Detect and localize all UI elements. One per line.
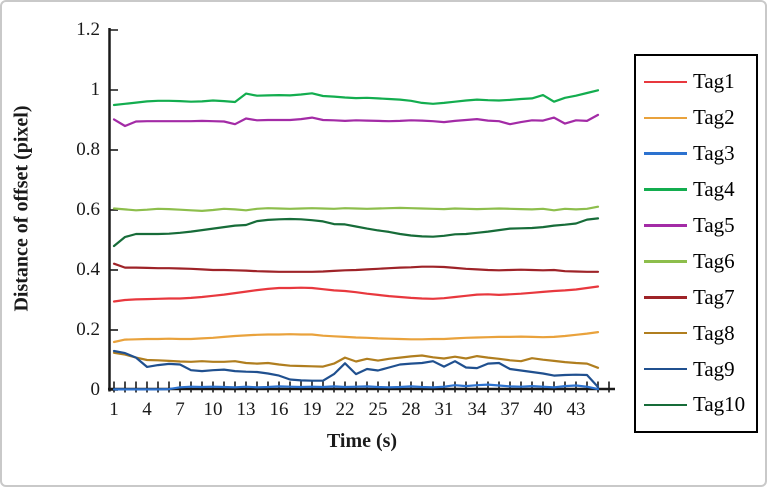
legend-swatch-tag5 (644, 224, 687, 227)
y-tick-label: 1 (90, 79, 101, 100)
series-line-tag2 (112, 331, 600, 344)
legend-label: Tag1 (693, 69, 735, 94)
y-axis-title: Distance of offset (pixel) (10, 105, 33, 312)
legend-item-tag3: Tag3 (644, 143, 756, 164)
x-tick-label: 10 (203, 399, 223, 420)
legend-swatch-tag4 (644, 188, 687, 191)
series-line-tag5 (112, 113, 600, 128)
y-tick-label: 1.2 (76, 19, 100, 40)
legend-label: Tag3 (693, 141, 735, 166)
x-tick-label: 22 (335, 399, 355, 420)
legend-swatch-tag3 (644, 152, 687, 156)
legend-swatch-tag2 (644, 116, 687, 120)
legend-item-tag1: Tag1 (644, 71, 756, 92)
x-tick-label: 31 (434, 399, 454, 420)
x-tick-label: 7 (175, 399, 185, 420)
series-line-tag1 (112, 285, 600, 303)
series-line-tag9 (112, 349, 600, 389)
legend-label: Tag4 (693, 177, 735, 202)
x-tick-label: 34 (467, 399, 487, 420)
x-tick-label: 4 (142, 399, 152, 420)
x-tick-label: 16 (269, 399, 289, 420)
legend-swatch-tag10 (644, 403, 687, 407)
x-tick-label: 40 (533, 399, 553, 420)
series-line-tag6 (112, 205, 600, 212)
legend-label: Tag2 (693, 105, 735, 130)
legend-swatch-tag1 (644, 80, 687, 84)
legend-item-tag4: Tag4 (644, 179, 756, 200)
series-line-tag4 (112, 89, 600, 107)
x-tick-label: 37 (500, 399, 520, 420)
legend-label: Tag10 (693, 392, 746, 417)
legend-item-tag8: Tag8 (644, 320, 756, 345)
x-tick-label: 13 (236, 399, 256, 420)
x-tick-label: 19 (302, 399, 322, 420)
x-axis-title: Time (s) (326, 430, 398, 452)
legend-label: Tag8 (693, 320, 735, 345)
y-tick-label: 0.8 (76, 139, 100, 160)
legend-label: Tag9 (693, 356, 735, 381)
legend-swatch-tag7 (644, 295, 687, 299)
y-tick-label: 0.4 (76, 259, 100, 280)
legend: Tag1 Tag2 Tag3 Tag4 Tag5 Tag6 Tag7 Tag8 Tag9 Tag1… (634, 54, 758, 433)
legend-swatch-tag9 (644, 367, 687, 371)
series-line-tag10 (112, 217, 600, 248)
y-tick-label: 0.2 (76, 319, 100, 340)
legend-swatch-tag6 (644, 260, 687, 263)
legend-swatch-tag8 (644, 331, 687, 335)
legend-item-tag6: Tag6 (644, 248, 756, 273)
legend-label: Tag7 (693, 284, 735, 309)
y-tick-label: 0 (90, 379, 101, 400)
x-tick-label: 28 (401, 399, 421, 420)
legend-item-tag9: Tag9 (644, 356, 756, 381)
legend-label: Tag5 (693, 213, 735, 237)
legend-item-tag10: Tag10 (644, 394, 756, 415)
y-tick-label: 0.6 (76, 199, 100, 220)
series-line-tag3 (112, 383, 600, 391)
series-line-tag8 (112, 351, 600, 369)
series-line-tag7 (112, 262, 600, 273)
legend-item-tag2: Tag2 (644, 107, 756, 128)
legend-item-tag5: Tag5 (644, 215, 756, 236)
x-tick-label: 43 (566, 399, 586, 420)
x-tick-label: 25 (368, 399, 388, 420)
legend-item-tag7: Tag7 (644, 284, 756, 309)
legend-label: Tag6 (693, 248, 735, 273)
x-tick-label: 1 (109, 399, 119, 420)
